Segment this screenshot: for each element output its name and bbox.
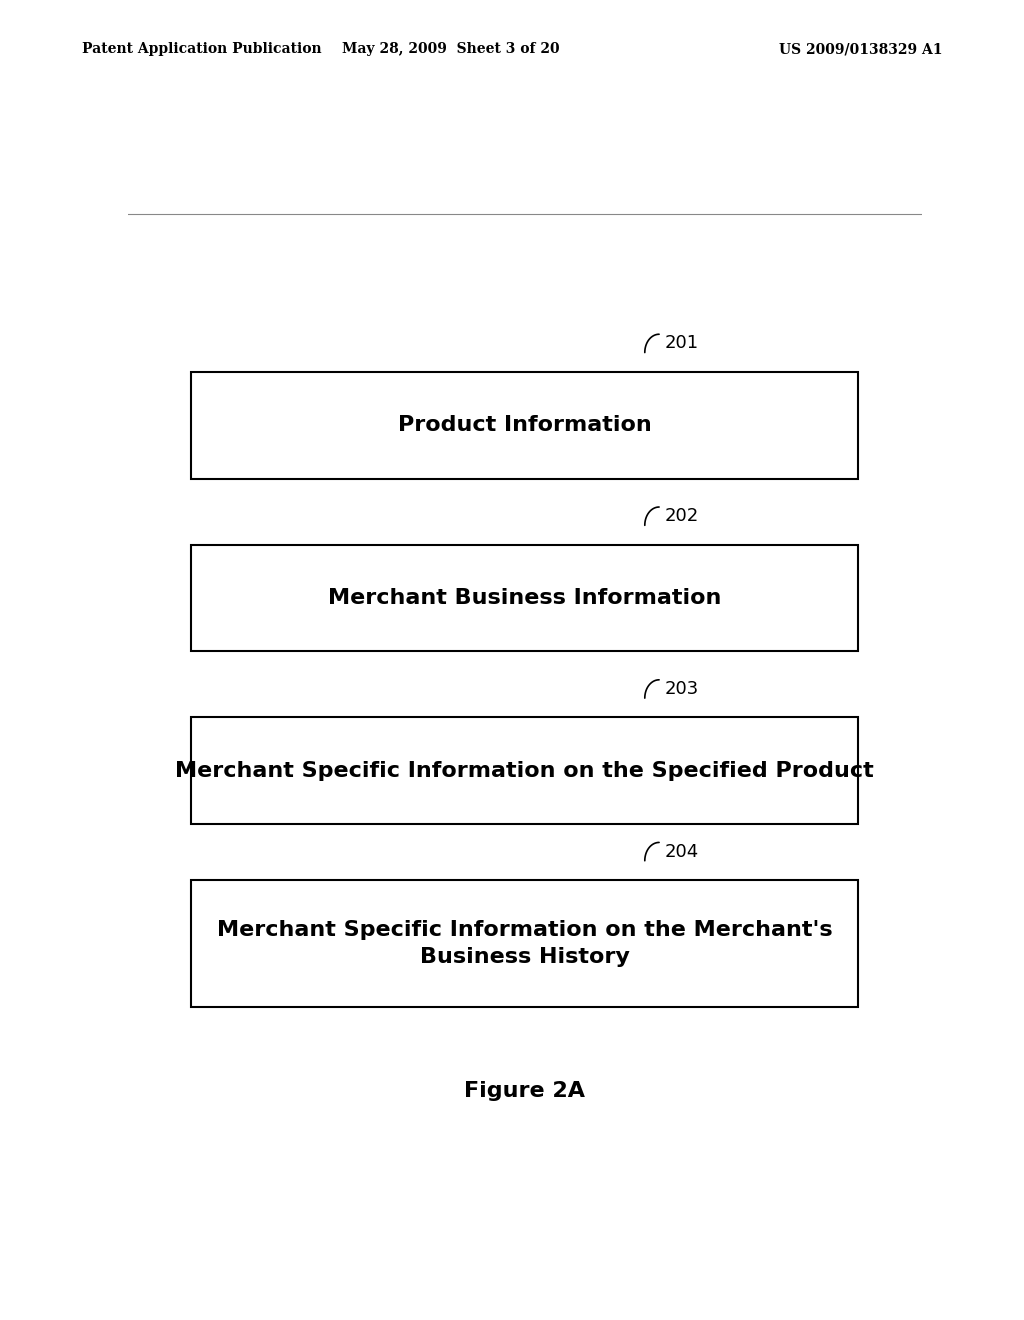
- FancyBboxPatch shape: [191, 880, 858, 1007]
- Text: Figure 2A: Figure 2A: [464, 1081, 586, 1101]
- FancyBboxPatch shape: [191, 718, 858, 824]
- Text: Merchant Specific Information on the Specified Product: Merchant Specific Information on the Spe…: [175, 760, 874, 781]
- Text: 203: 203: [665, 680, 699, 698]
- Text: Merchant Business Information: Merchant Business Information: [328, 587, 722, 609]
- Text: Product Information: Product Information: [398, 416, 651, 436]
- FancyBboxPatch shape: [191, 372, 858, 479]
- Text: Merchant Specific Information on the Merchant's
Business History: Merchant Specific Information on the Mer…: [217, 920, 833, 966]
- FancyBboxPatch shape: [191, 545, 858, 651]
- Text: 201: 201: [665, 334, 698, 352]
- Text: Patent Application Publication: Patent Application Publication: [82, 42, 322, 57]
- Text: US 2009/0138329 A1: US 2009/0138329 A1: [778, 42, 942, 57]
- Text: 204: 204: [665, 842, 699, 861]
- Text: 202: 202: [665, 507, 699, 525]
- Text: May 28, 2009  Sheet 3 of 20: May 28, 2009 Sheet 3 of 20: [342, 42, 559, 57]
